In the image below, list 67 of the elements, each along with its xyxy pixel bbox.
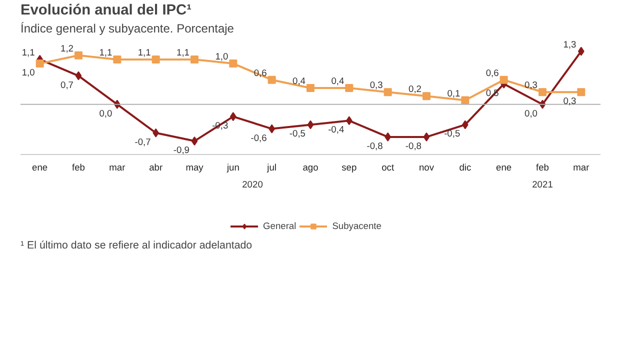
point — [577, 88, 586, 96]
data-label: 0,0 — [99, 108, 112, 118]
data-label: 1,1 — [138, 47, 151, 58]
data-label: -0,6 — [250, 132, 267, 143]
point — [191, 136, 198, 146]
x-tick-label: ene — [496, 162, 512, 172]
data-label: 0,0 — [524, 108, 538, 118]
point — [229, 60, 238, 68]
text: 2020 — [242, 180, 263, 190]
data-label: -0,8 — [405, 140, 422, 151]
data-label: -0,4 — [328, 124, 344, 135]
x-tick-label: mar — [573, 162, 590, 172]
data-label: 1,1 — [176, 47, 190, 58]
data-label: -0,5 — [444, 128, 460, 139]
data-label: -0,9 — [173, 145, 190, 156]
text: 2021 — [532, 180, 553, 190]
x-tick-label: oct — [382, 162, 394, 172]
data-label: 0,2 — [408, 84, 422, 94]
legend-label: Subyacente — [332, 220, 382, 232]
point — [461, 96, 470, 104]
point — [307, 120, 314, 130]
x-tick-label: jun — [226, 162, 240, 172]
data-label: -0,5 — [289, 128, 306, 139]
point — [268, 76, 276, 84]
data-label: 0,4 — [292, 76, 306, 86]
point — [538, 88, 546, 96]
data-label: 1,3 — [563, 39, 576, 50]
point — [423, 132, 430, 142]
x-tick-label: ago — [302, 162, 318, 172]
chart-subtitle: Índice general y subyacente. Porcentaje — [20, 22, 234, 36]
data-label: 1,2 — [60, 43, 74, 54]
point — [190, 55, 198, 64]
x-tick-label: jul — [266, 162, 277, 172]
x-tick-label: sep — [342, 162, 357, 172]
data-label: 0,6 — [486, 68, 499, 78]
point — [345, 84, 354, 92]
x-tick-label: dic — [459, 162, 472, 172]
data-label: -0,7 — [134, 136, 151, 147]
data-label: 1,1 — [99, 47, 112, 58]
x-tick-label: nov — [418, 162, 434, 172]
x-tick-label: ene — [32, 162, 48, 172]
x-tick-label: feb — [72, 162, 85, 172]
point — [113, 55, 122, 64]
data-label: -0,8 — [366, 140, 383, 151]
point — [306, 84, 314, 92]
x-tick-label: abr — [149, 162, 163, 172]
point — [74, 51, 82, 60]
text: ¹ El último dato se refiere al indicador adelantado — [20, 240, 252, 252]
data-label: 1,1 — [22, 47, 35, 58]
data-label: 0,7 — [60, 80, 74, 90]
x-tick-label: feb — [536, 162, 549, 172]
chart-title: Evolución anual del IPC¹ — [20, 2, 192, 18]
point — [422, 92, 430, 100]
point — [152, 55, 160, 64]
point — [384, 88, 392, 96]
x-tick-label: may — [186, 162, 204, 172]
point — [500, 76, 508, 84]
data-label: 1,0 — [215, 52, 228, 62]
data-label: 0,4 — [331, 76, 344, 86]
legend-label: General — [263, 220, 296, 232]
data-label: 0,3 — [370, 80, 383, 90]
x-tick-label: mar — [109, 162, 126, 172]
data-label: 0,1 — [447, 88, 460, 98]
data-label: 1,0 — [22, 68, 35, 78]
point — [75, 71, 82, 80]
data-label: 0,3 — [563, 96, 576, 106]
point — [36, 60, 44, 68]
